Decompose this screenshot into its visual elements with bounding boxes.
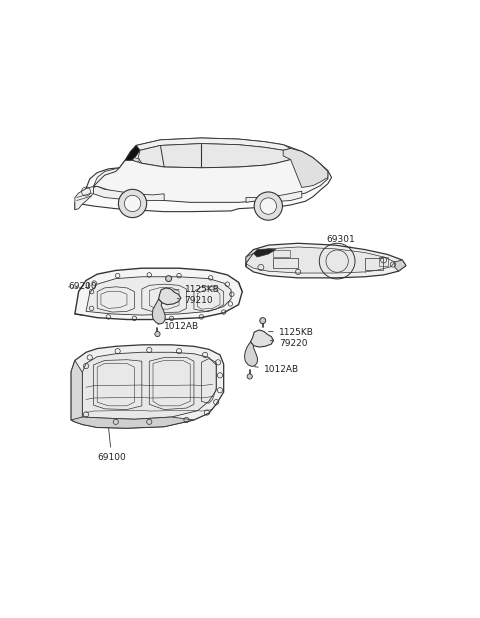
Polygon shape (83, 352, 216, 419)
Polygon shape (71, 417, 194, 428)
Circle shape (254, 192, 282, 220)
Polygon shape (94, 160, 131, 187)
Polygon shape (253, 249, 276, 257)
Polygon shape (246, 253, 253, 267)
Polygon shape (75, 268, 242, 320)
Polygon shape (251, 330, 274, 347)
Polygon shape (75, 138, 332, 211)
Circle shape (119, 189, 147, 218)
Polygon shape (246, 191, 302, 202)
Polygon shape (246, 247, 395, 273)
Circle shape (124, 195, 141, 211)
Polygon shape (71, 345, 224, 428)
Polygon shape (134, 138, 290, 150)
Polygon shape (86, 277, 231, 315)
Polygon shape (283, 148, 328, 187)
Text: 69100: 69100 (97, 428, 126, 462)
Polygon shape (75, 187, 94, 210)
Text: 79220: 79220 (270, 339, 307, 348)
Polygon shape (395, 260, 406, 271)
Circle shape (260, 318, 266, 324)
Polygon shape (94, 187, 164, 200)
Polygon shape (125, 145, 140, 163)
Text: 1125KB: 1125KB (174, 286, 219, 294)
Circle shape (247, 374, 252, 379)
Polygon shape (158, 288, 181, 305)
Text: 1012AB: 1012AB (254, 365, 299, 375)
Text: 1125KB: 1125KB (268, 328, 313, 337)
Circle shape (166, 276, 172, 282)
Polygon shape (94, 151, 328, 202)
Circle shape (260, 198, 276, 214)
Text: 1012AB: 1012AB (157, 323, 199, 331)
Polygon shape (138, 143, 290, 167)
Circle shape (155, 331, 160, 337)
Polygon shape (246, 243, 406, 278)
Text: 69301: 69301 (326, 235, 355, 247)
Polygon shape (244, 342, 258, 366)
Text: 79210: 79210 (177, 297, 213, 305)
Polygon shape (71, 360, 83, 422)
Text: 69200: 69200 (68, 282, 97, 291)
Polygon shape (152, 299, 165, 324)
Polygon shape (132, 158, 139, 162)
